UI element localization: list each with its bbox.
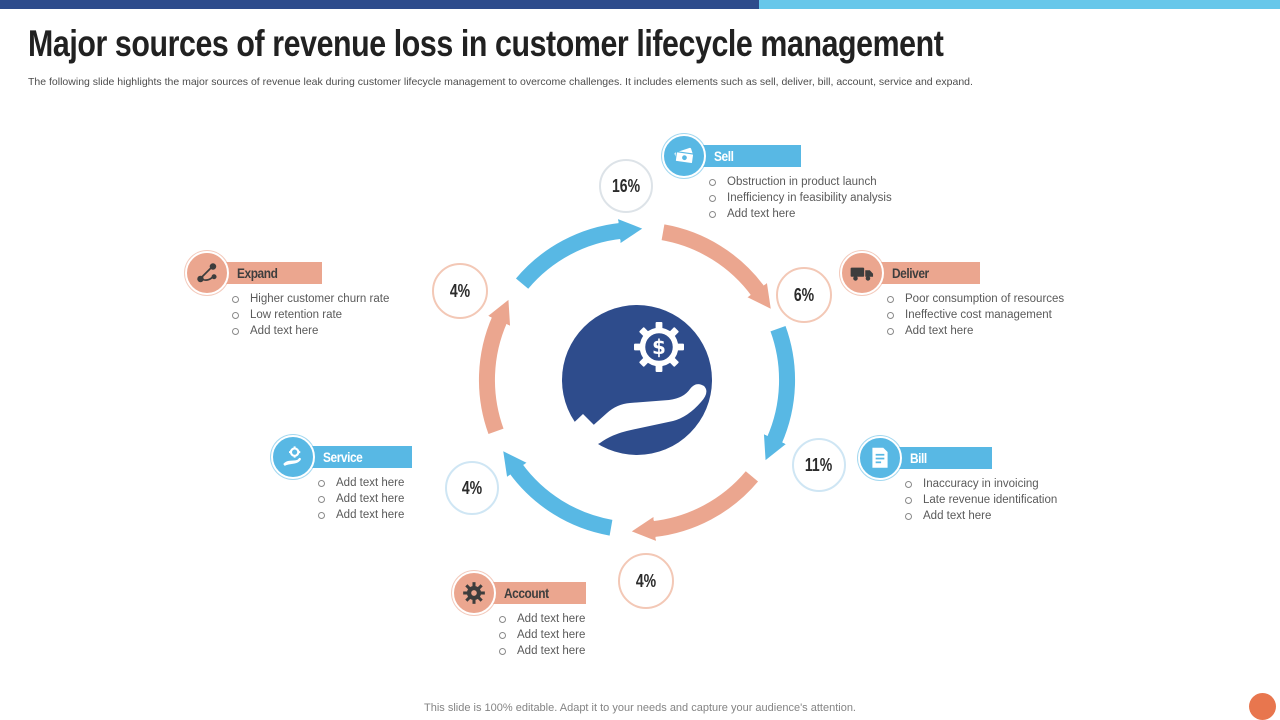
- list-item: Poor consumption of resources: [887, 291, 1064, 307]
- list-item: Late revenue identification: [905, 492, 1057, 508]
- deliver-label-banner: Deliver: [874, 262, 980, 284]
- orange-dot: [1249, 693, 1276, 720]
- sell-label-banner: Sell: [696, 145, 801, 167]
- pct-badge-service: 4%: [445, 461, 499, 515]
- cycle-arrows: [479, 219, 795, 541]
- sell-icon-badge: [662, 134, 706, 178]
- dollar-symbol: $: [652, 335, 666, 359]
- list-item: Add text here: [499, 611, 585, 627]
- arc-to-deliver: [661, 224, 771, 309]
- expand-icon-badge: [185, 251, 229, 295]
- service-icon-badge: [271, 435, 315, 479]
- hand-gear-icon: [283, 446, 301, 466]
- pct-badge-bill: 11%: [792, 438, 846, 492]
- share-network-icon: [197, 263, 217, 283]
- list-item: Add text here: [905, 508, 1057, 524]
- invoice-icon: [872, 447, 888, 468]
- pct-badge-account: 4%: [618, 553, 674, 609]
- expand-bullets: Higher customer churn rate Low retention…: [232, 291, 389, 339]
- bill-icon-badge: [858, 436, 902, 480]
- gear-icon: [463, 582, 485, 604]
- sell-bullets: Obstruction in product launch Inefficien…: [709, 174, 892, 222]
- service-bullets: Add text here Add text here Add text her…: [318, 475, 404, 523]
- cycle-diagram: $: [479, 219, 795, 541]
- hand-holding-dollar-gear-icon: $: [565, 322, 707, 446]
- arc-to-bill: [763, 325, 795, 461]
- account-icon-badge: [452, 571, 496, 615]
- list-item: Add text here: [318, 507, 404, 523]
- deliver-bullets: Poor consumption of resources Ineffectiv…: [887, 291, 1064, 339]
- expand-label-banner: Expand: [219, 262, 322, 284]
- account-label-banner: Account: [486, 582, 586, 604]
- cash-icon: [674, 147, 695, 165]
- list-item: Add text here: [887, 323, 1064, 339]
- account-bullets: Add text here Add text here Add text her…: [499, 611, 585, 659]
- list-item: Inaccuracy in invoicing: [905, 476, 1057, 492]
- arc-to-expand: [479, 299, 511, 435]
- truck-icon: [850, 267, 874, 281]
- arc-to-account: [631, 471, 759, 541]
- pct-badge-deliver: 6%: [776, 267, 832, 323]
- arc-to-sell: [515, 219, 643, 289]
- pct-badge-sell: 16%: [599, 159, 653, 213]
- list-item: Obstruction in product launch: [709, 174, 892, 190]
- service-label-banner: Service: [305, 446, 412, 468]
- list-item: Add text here: [318, 475, 404, 491]
- footer-note: This slide is 100% editable. Adapt it to…: [424, 702, 856, 714]
- list-item: Low retention rate: [232, 307, 389, 323]
- list-item: Add text here: [499, 643, 585, 659]
- page-subtitle: The following slide highlights the major…: [28, 76, 973, 88]
- list-item: Add text here: [499, 627, 585, 643]
- list-item: Inefficiency in feasibility analysis: [709, 190, 892, 206]
- list-item: Add text here: [318, 491, 404, 507]
- top-bar-lightblue: [759, 0, 1280, 9]
- pct-badge-expand: 4%: [432, 263, 488, 319]
- deliver-icon-badge: [840, 251, 884, 295]
- bill-bullets: Inaccuracy in invoicing Late revenue ide…: [905, 476, 1057, 524]
- list-item: Ineffective cost management: [887, 307, 1064, 323]
- list-item: Higher customer churn rate: [232, 291, 389, 307]
- list-item: Add text here: [232, 323, 389, 339]
- arc-to-service: [503, 451, 613, 536]
- page-title: Major sources of revenue loss in custome…: [28, 23, 944, 64]
- list-item: Add text here: [709, 206, 892, 222]
- bill-label-banner: Bill: [892, 447, 992, 469]
- top-bar-navy: [0, 0, 759, 9]
